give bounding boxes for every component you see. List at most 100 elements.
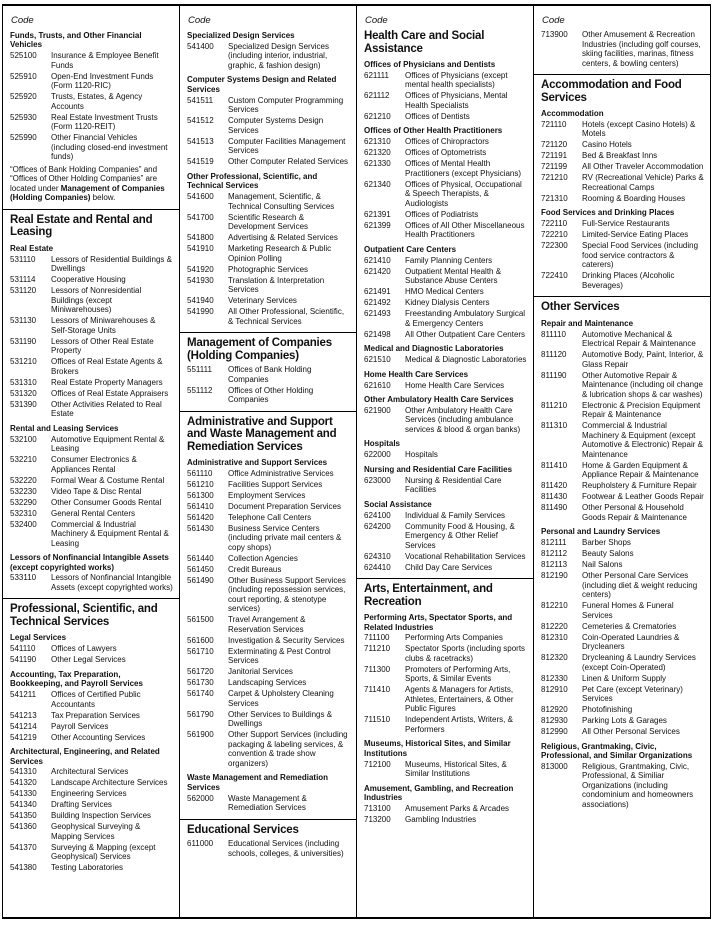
industry-description: Other Personal Care Services (including … (582, 571, 698, 600)
industry-description: Other Consumer Goods Rental (51, 497, 162, 507)
industry-description: Offices of Podiatrists (405, 209, 479, 219)
section-divider (3, 208, 179, 210)
industry-description: Limited-Service Eating Places (582, 230, 689, 240)
industry-description: Nail Salons (582, 560, 623, 570)
code-entry: 621399 Offices of All Other Miscellaneous… (364, 221, 527, 240)
industry-description: Trusts, Estates, & Agency Accounts (51, 92, 143, 111)
industry-description: Full-Service Restaurants (582, 219, 670, 229)
industry-code: 531120 (10, 286, 37, 296)
industry-description: Carpet & Upholstery Cleaning Services (228, 689, 334, 708)
industry-code: 812990 (541, 727, 568, 737)
code-entry: 811310 Commercial & Industrial Machinery … (541, 421, 704, 459)
code-entry: 711210 Spectator Sports (including sports… (364, 644, 527, 663)
industry-description: All Other Traveler Accommodation (582, 162, 704, 172)
industry-code: 624100 (364, 510, 391, 520)
industry-description: Offices of Real Estate Appraisers (51, 388, 169, 398)
industry-description: Casino Hotels (582, 140, 632, 150)
code-entry: 532220 Formal Wear & Costume Rental (10, 476, 173, 486)
code-entry: 621610 Home Health Care Services (364, 381, 527, 391)
code-entry: 541700 Scientific Research & Development … (187, 213, 350, 232)
subsection-heading: Outpatient Care Centers (364, 244, 457, 254)
industry-code: 812112 (541, 549, 568, 559)
industry-code: 541213 (10, 710, 37, 720)
industry-description: Real Estate Property Managers (51, 377, 163, 387)
subsection-heading: Museums, Historical Sites, and Similar I… (364, 739, 511, 758)
code-column-2: Code Specialized Design Services 541400 Spe… (179, 6, 356, 917)
industry-code: 561490 (187, 575, 214, 585)
industry-code: 713900 (541, 30, 568, 39)
industry-description: Medical & Diagnostic Laboratories (405, 355, 527, 365)
subsection-heading: Other Ambulatory Health Care Services (364, 395, 514, 405)
code-entry: 531120 Lessors of Nonresidential Building… (10, 286, 173, 315)
subsection-heading: Funds, Trusts, and Other Financial Vehic… (10, 31, 142, 50)
code-entry: 621340 Offices of Physical, Occupational … (364, 180, 527, 209)
naics-code-listing: Code Funds, Trusts, and Other Financial V… (2, 4, 711, 919)
industry-code: 561300 (187, 490, 214, 500)
code-entry: 525920 Trusts, Estates, & Agency Accounts (10, 92, 173, 111)
industry-description: Outpatient Mental Health & Substance Abu… (405, 266, 502, 286)
code-entry: 812930 Parking Lots & Garages (541, 716, 704, 726)
subsection-heading: Waste Management and Remediation Service… (187, 773, 329, 792)
industry-description: Offices of Physicians, Mental Health Spe… (405, 91, 508, 110)
industry-code: 812320 (541, 653, 568, 663)
code-entry: 541320 Landscape Architecture Services (10, 778, 173, 788)
industry-code: 624310 (364, 551, 391, 561)
industry-code: 621340 (364, 179, 391, 189)
code-entry: 722410 Drinking Places (Alcoholic Beverag… (541, 271, 704, 290)
code-entry: 532400 Commercial & Industrial Machinery … (10, 520, 173, 549)
code-entry: 611000 Educational Services (including sc… (187, 839, 350, 858)
industry-code: 621900 (364, 405, 391, 415)
industry-code: 622000 (364, 450, 391, 460)
industry-code: 531210 (10, 357, 37, 367)
subsection-heading: Amusement, Gambling, and Recreation Indu… (364, 783, 514, 803)
industry-description: Offices of Optometrists (405, 148, 487, 158)
section-divider (3, 598, 179, 600)
industry-description: Footwear & Leather Goods Repair (582, 492, 704, 502)
industry-code: 541920 (187, 264, 214, 274)
industry-code: 812190 (541, 571, 568, 581)
industry-code: 711300 (364, 664, 391, 674)
industry-description: Offices of Bank Holding Companies (228, 365, 312, 384)
industry-description: Lessors of Miniwarehouses & Self-Storage… (51, 316, 156, 335)
industry-code: 561600 (187, 635, 214, 645)
code-entry: 533110 Lessors of Nonfinancial Intangible… (10, 573, 173, 592)
industry-code: 541940 (187, 296, 214, 306)
section-divider (180, 410, 356, 412)
industry-description: Marketing Research & Public Opinion Poll… (228, 244, 332, 263)
section-heading: Accommodation and Food Services (541, 79, 682, 104)
code-entry: 561210 Facilities Support Services (187, 480, 350, 490)
industry-code: 561900 (187, 730, 214, 740)
industry-description: All Other Outpatient Care Centers (405, 329, 526, 339)
industry-description: Hospitals (405, 450, 438, 460)
industry-description: Waste Management & Remediation Services (228, 793, 307, 813)
industry-description: Other Computer Related Services (228, 157, 349, 167)
industry-code: 812210 (541, 601, 568, 611)
industry-code: 541330 (10, 789, 37, 799)
industry-code: 525100 (10, 51, 37, 61)
industry-code: 722210 (541, 230, 568, 240)
industry-description: Other Automotive Repair & Maintenance (i… (582, 370, 703, 399)
industry-description: Nursing & Residential Care Facilities (405, 475, 502, 495)
industry-description: Offices of Lawyers (51, 644, 117, 654)
subsection-heading: Legal Services (10, 633, 67, 643)
industry-code: 621310 (364, 137, 391, 147)
industry-description: Other Accounting Services (51, 732, 146, 742)
industry-description: Museums, Historical Sites, & Similar Ins… (405, 759, 507, 779)
industry-description: Landscape Architecture Services (51, 778, 168, 788)
industry-description: Other Legal Services (51, 655, 126, 665)
industry-description: Investigation & Security Services (228, 635, 345, 645)
industry-code: 532310 (10, 508, 37, 518)
code-column-1: Code Funds, Trusts, and Other Financial V… (3, 6, 179, 917)
industry-code: 561440 (187, 553, 214, 563)
code-entry: 812330 Linen & Uniform Supply (541, 674, 704, 684)
industry-description: Offices of Other Holding Companies (228, 385, 314, 405)
industry-description: Amusement Parks & Arcades (405, 804, 510, 814)
industry-code: 812920 (541, 705, 568, 715)
code-entry: 541213 Tax Preparation Services (10, 711, 173, 721)
code-entry: 561430 Business Service Centers (includin… (187, 524, 350, 553)
code-entry: 561410 Document Preparation Services (187, 502, 350, 512)
industry-description: Testing Laboratories (51, 863, 124, 873)
industry-description: Offices of Real Estate Agents & Brokers (51, 357, 163, 376)
code-entry: 531390 Other Activities Related to Real E… (10, 400, 173, 419)
industry-code: 531110 (10, 254, 36, 264)
